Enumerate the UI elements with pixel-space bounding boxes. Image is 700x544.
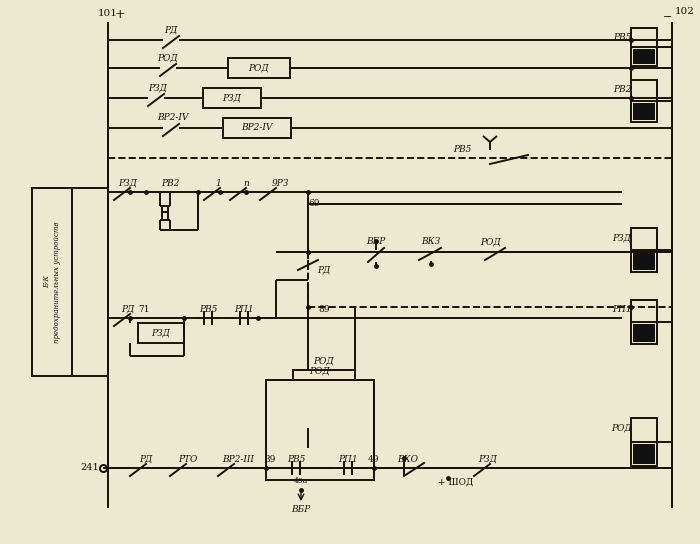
Text: РД: РД — [121, 305, 134, 313]
Text: РВ2: РВ2 — [161, 178, 179, 188]
Bar — [633, 49, 655, 64]
Bar — [631, 300, 657, 344]
Text: РД: РД — [139, 454, 153, 463]
Text: РОД: РОД — [481, 238, 501, 246]
Bar — [266, 380, 374, 480]
Bar — [631, 228, 657, 272]
Text: 49а: 49а — [294, 477, 308, 485]
Text: ВКО: ВКО — [398, 454, 419, 463]
Bar — [223, 118, 291, 138]
Bar — [633, 103, 655, 120]
Text: РЗД: РЗД — [118, 178, 137, 188]
Text: РП1: РП1 — [612, 306, 632, 314]
Text: РП1: РП1 — [234, 305, 254, 313]
Text: 102: 102 — [675, 8, 695, 16]
Text: РТО: РТО — [178, 454, 197, 463]
Bar — [633, 252, 655, 270]
Bar — [138, 323, 184, 343]
Text: 9РЗ: 9РЗ — [272, 178, 288, 188]
Text: РЗД: РЗД — [151, 329, 171, 337]
Text: ВР2-IV: ВР2-IV — [158, 114, 189, 122]
Text: РВ5: РВ5 — [287, 454, 305, 463]
Text: РОД: РОД — [314, 356, 335, 366]
Text: РЗД: РЗД — [223, 94, 241, 102]
Bar — [633, 444, 655, 464]
Text: РД: РД — [164, 26, 178, 34]
Text: 1: 1 — [215, 178, 221, 188]
Text: РВ5: РВ5 — [199, 305, 217, 313]
Text: 49: 49 — [368, 454, 379, 463]
Bar — [228, 58, 290, 78]
Text: ВР2-III: ВР2-III — [222, 454, 254, 463]
Text: РД: РД — [317, 265, 330, 275]
Text: ВКЗ: ВКЗ — [421, 238, 440, 246]
Text: 69: 69 — [308, 200, 320, 208]
Text: РОД: РОД — [248, 64, 270, 72]
Bar — [293, 370, 355, 428]
Text: ВБР: ВБР — [291, 505, 311, 515]
Text: РП1: РП1 — [338, 454, 358, 463]
Text: ВР2-IV: ВР2-IV — [241, 123, 273, 133]
Text: n: n — [243, 178, 249, 188]
Bar — [203, 88, 261, 108]
Text: 89: 89 — [318, 305, 330, 313]
Text: РЗД: РЗД — [612, 233, 631, 243]
Text: РВ2: РВ2 — [612, 85, 631, 95]
Text: РВ5: РВ5 — [612, 34, 631, 42]
Text: РОД: РОД — [309, 367, 330, 375]
Text: + ШОД: + ШОД — [438, 478, 474, 486]
Text: −: − — [664, 12, 673, 22]
Text: Б-К
предохранительных устройств: Б-К предохранительных устройств — [43, 221, 61, 343]
Bar — [631, 28, 657, 66]
Text: РВ5: РВ5 — [453, 145, 471, 154]
Bar — [32, 188, 72, 376]
Text: РЗД: РЗД — [148, 83, 167, 92]
Bar — [631, 80, 657, 122]
Text: 101: 101 — [98, 9, 118, 18]
Text: 39: 39 — [265, 454, 276, 463]
Text: РЗД: РЗД — [479, 454, 498, 463]
Text: 71: 71 — [139, 305, 150, 313]
Text: РОД: РОД — [158, 53, 178, 63]
Bar — [631, 418, 657, 466]
Text: +: + — [115, 9, 125, 22]
Text: 241: 241 — [80, 463, 99, 473]
Text: РОД: РОД — [612, 423, 632, 432]
Bar — [633, 324, 655, 342]
Text: ВБР: ВБР — [366, 238, 386, 246]
